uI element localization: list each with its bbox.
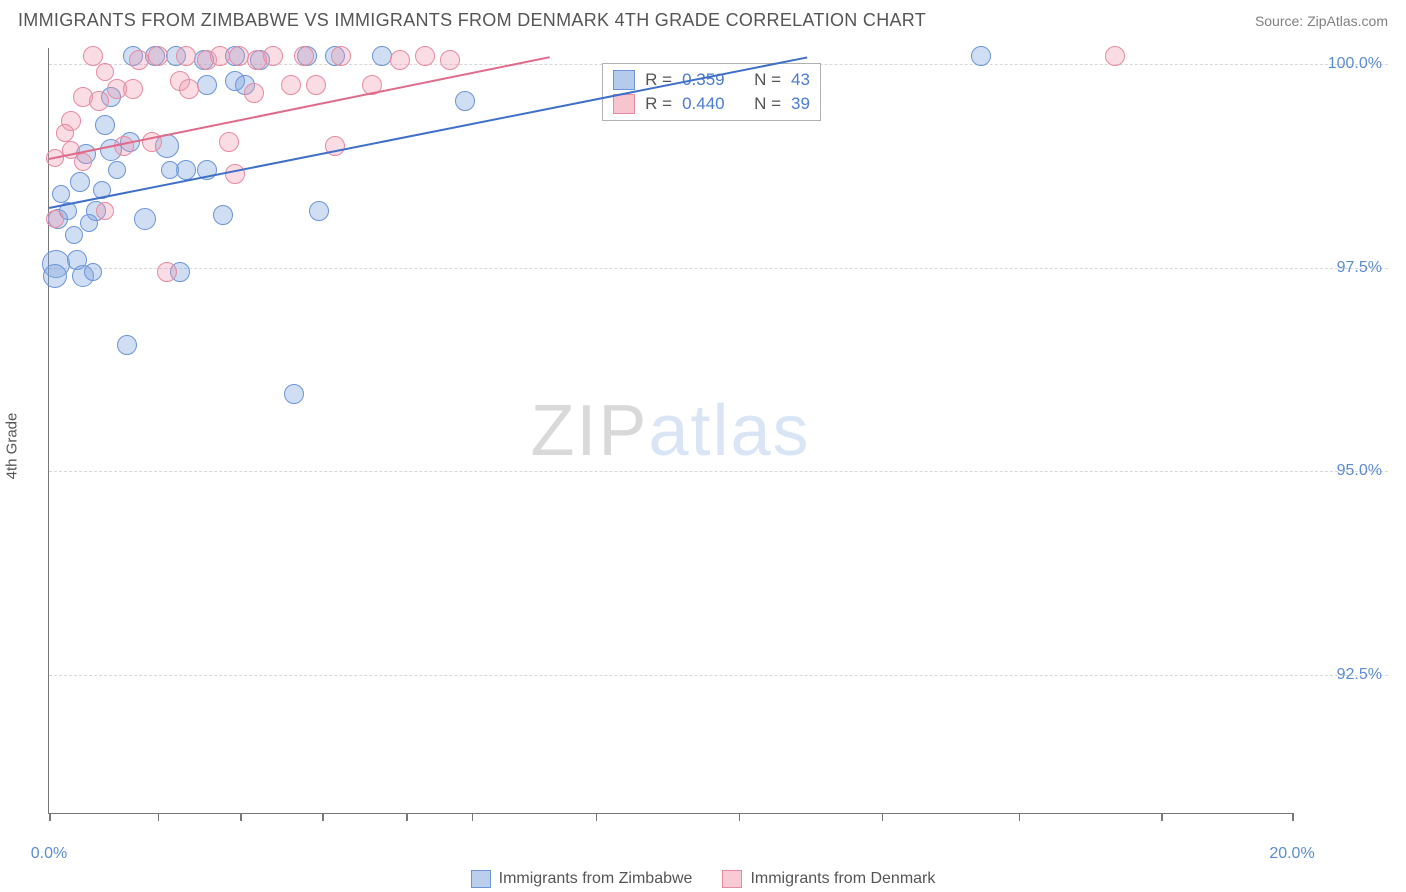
data-point [415,46,435,66]
data-point [390,50,410,70]
trend-line [49,56,550,160]
data-point [157,262,177,282]
gridline [49,268,1388,269]
x-tick-label: 20.0% [1269,845,1314,863]
stat-value: 43 [791,70,810,90]
x-tick [1019,813,1021,821]
legend-label: Immigrants from Zimbabwe [499,870,693,888]
legend-item: Immigrants from Zimbabwe [471,870,693,888]
data-point [74,153,92,171]
y-axis-label: 4th Grade [4,413,21,480]
x-tick [1292,813,1294,821]
data-point [89,91,109,111]
plot-region: ZIPatlas 92.5%95.0%97.5%100.0%0.0%20.0%R… [48,48,1292,814]
data-point [129,50,149,70]
data-point [284,384,304,404]
stats-row: R = 0.359 N = 43 [603,68,820,92]
data-point [96,63,114,81]
watermark: ZIPatlas [530,390,810,472]
data-point [46,210,64,228]
legend-swatch [722,870,742,888]
y-tick-label: 95.0% [1302,462,1382,480]
data-point [80,214,98,232]
legend-swatch [613,94,635,114]
y-tick-label: 97.5% [1302,259,1382,277]
x-tick [739,813,741,821]
x-tick [322,813,324,821]
x-tick [49,813,51,821]
data-point [229,46,249,66]
data-point [117,335,137,355]
data-point [1105,46,1125,66]
x-tick [240,813,242,821]
data-point [176,46,196,66]
data-point [43,264,67,288]
data-point [179,79,199,99]
watermark-atlas: atlas [648,391,810,471]
data-point [372,46,392,66]
gridline [49,675,1388,676]
data-point [83,46,103,66]
stat-label: N = [754,70,781,90]
data-point [148,46,168,66]
data-point [331,46,351,66]
x-tick [882,813,884,821]
stats-row: R = 0.440 N = 39 [603,92,820,116]
chart-header: IMMIGRANTS FROM ZIMBABWE VS IMMIGRANTS F… [0,0,1406,37]
legend-swatch [613,70,635,90]
data-point [95,115,115,135]
data-point [455,91,475,111]
data-point [294,46,314,66]
trend-line [49,56,808,209]
x-tick-label: 0.0% [31,845,67,863]
data-point [971,46,991,66]
data-point [225,164,245,184]
data-point [306,75,326,95]
data-point [197,75,217,95]
legend-label: Immigrants from Denmark [750,870,935,888]
data-point [56,124,74,142]
data-point [123,79,143,99]
data-point [65,226,83,244]
data-point [210,46,230,66]
data-point [134,208,156,230]
chart-area: 4th Grade ZIPatlas 92.5%95.0%97.5%100.0%… [48,48,1388,844]
x-tick [1161,813,1163,821]
gridline [49,471,1388,472]
data-point [161,161,179,179]
data-point [96,202,114,220]
data-point [84,263,102,281]
data-point [108,161,126,179]
stat-value: 0.440 [682,94,725,114]
x-tick [596,813,598,821]
source-attribution: Source: ZipAtlas.com [1255,13,1388,29]
legend-item: Immigrants from Denmark [722,870,935,888]
source-name: ZipAtlas.com [1307,13,1388,29]
data-point [70,172,90,192]
x-tick [472,813,474,821]
stat-label: N = [754,94,781,114]
data-point [244,83,264,103]
data-point [219,132,239,152]
chart-title: IMMIGRANTS FROM ZIMBABWE VS IMMIGRANTS F… [18,10,926,31]
y-tick-label: 92.5% [1302,666,1382,684]
watermark-zip: ZIP [530,391,648,471]
data-point [281,75,301,95]
x-tick [406,813,408,821]
data-point [213,205,233,225]
legend-swatch [471,870,491,888]
y-tick-label: 100.0% [1302,55,1382,73]
data-point [309,201,329,221]
x-tick [158,813,160,821]
data-point [440,50,460,70]
data-point [263,46,283,66]
legend: Immigrants from Zimbabwe Immigrants from … [0,870,1406,888]
source-label: Source: [1255,13,1307,29]
stat-label: R = [645,94,672,114]
data-point [52,185,70,203]
stat-value: 39 [791,94,810,114]
